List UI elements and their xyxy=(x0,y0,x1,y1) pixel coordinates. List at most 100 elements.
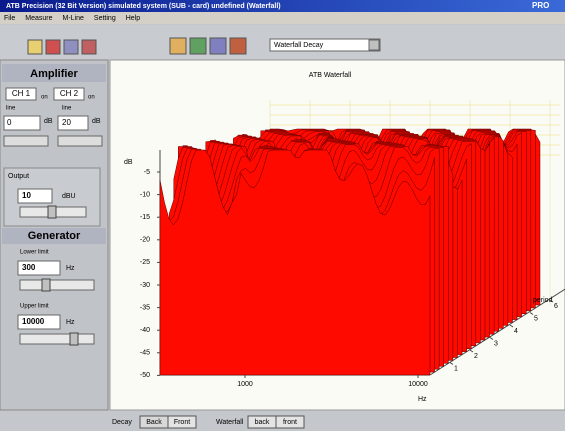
ch2-state: on xyxy=(88,95,95,101)
menu-bg xyxy=(0,12,565,24)
tool-button[interactable] xyxy=(229,37,247,55)
footer: Decay Back Front Waterfall back front xyxy=(108,411,565,431)
select-arrow[interactable] xyxy=(368,39,380,51)
ch2-label: CH 2 xyxy=(60,89,79,98)
y-tick-label: -20 xyxy=(140,237,150,244)
ch2-gain-field[interactable] xyxy=(57,115,89,131)
decay-front-label: Front xyxy=(174,419,190,426)
y-tick-label: -45 xyxy=(140,350,150,357)
menu-bar: File Measure M-Line Setting Help xyxy=(0,12,565,24)
ch1-state: on xyxy=(41,95,48,101)
lower-limit-value: 300 xyxy=(22,263,36,272)
ch2-mode: line xyxy=(62,106,72,112)
tool-button[interactable] xyxy=(81,39,97,55)
ch2-gain-unit: dB xyxy=(92,118,101,125)
waterfall-front-button[interactable] xyxy=(275,415,305,429)
z-tick-label: 4 xyxy=(514,328,518,335)
upper-limit-slider[interactable] xyxy=(19,333,95,345)
output-label: Output xyxy=(8,173,29,180)
z-tick xyxy=(489,337,494,340)
ch1-button[interactable] xyxy=(5,87,37,101)
z-axis-label: period xyxy=(533,297,553,304)
plot-title: ATB Waterfall xyxy=(309,72,352,79)
menu-item[interactable]: Help xyxy=(126,15,141,22)
tool-button[interactable] xyxy=(209,37,227,55)
z-tick xyxy=(469,349,474,353)
z-tick-label: 6 xyxy=(554,303,558,310)
y-tick-label: -25 xyxy=(140,259,150,266)
upper-limit-field[interactable] xyxy=(17,314,61,330)
z-tick xyxy=(509,324,514,328)
y-axis-label: dB xyxy=(124,159,133,166)
window-title: ATB Precision (32 Bit Version) simulated… xyxy=(6,3,281,10)
lower-limit-slider[interactable] xyxy=(19,279,95,291)
y-tick-label: -30 xyxy=(140,282,150,289)
y-tick-label: -5 xyxy=(144,169,150,176)
tool-button[interactable] xyxy=(27,39,43,55)
output-value: 10 xyxy=(22,191,31,200)
badge: PRO xyxy=(532,1,549,10)
output-field[interactable] xyxy=(17,188,53,204)
tool-button[interactable] xyxy=(63,39,79,55)
menu-item[interactable]: Measure xyxy=(25,15,52,22)
decay-label: Decay xyxy=(112,419,132,426)
menu-item[interactable]: File xyxy=(4,15,15,22)
decay-back-label: Back xyxy=(146,419,162,426)
ch2-button[interactable] xyxy=(53,87,85,101)
z-tick xyxy=(449,362,454,365)
title-bar xyxy=(0,0,565,12)
tool-button[interactable] xyxy=(189,37,207,55)
y-tick-label: -40 xyxy=(140,327,150,334)
view-select-value: Waterfall Decay xyxy=(274,42,324,49)
spin-buttons[interactable] xyxy=(3,135,49,147)
view-select[interactable] xyxy=(269,38,381,52)
waterfall-slice xyxy=(159,149,431,376)
slider-thumb[interactable] xyxy=(41,278,51,292)
x-tick-label: 10000 xyxy=(408,381,428,388)
upper-limit-unit: Hz xyxy=(66,319,75,326)
section-header xyxy=(2,228,106,244)
slider-thumb[interactable] xyxy=(69,332,79,346)
z-tick-label: 1 xyxy=(454,365,458,372)
section-header xyxy=(2,64,106,82)
ch1-gain-field[interactable] xyxy=(3,115,41,131)
lower-limit-unit: Hz xyxy=(66,265,75,272)
ch1-gain-unit: dB xyxy=(44,118,53,125)
ch1-label: CH 1 xyxy=(12,89,31,98)
waterfall-label: Waterfall xyxy=(216,419,244,426)
output-unit: dBU xyxy=(62,193,76,200)
ch2-gain: 20 xyxy=(62,118,71,127)
menu-item[interactable]: Setting xyxy=(94,15,116,22)
spin-buttons[interactable] xyxy=(57,135,103,147)
x-axis-label: Hz xyxy=(418,396,427,403)
decay-front-button[interactable] xyxy=(167,415,197,429)
z-tick-label: 5 xyxy=(534,315,538,322)
tool-button[interactable] xyxy=(169,37,187,55)
amplifier-heading: Amplifier xyxy=(30,68,78,80)
y-tick-label: -15 xyxy=(140,214,150,221)
waterfall: -5 -10 -15 -20 -25 -30 -35 -40 -45 -50 1000 10000 1 2… xyxy=(140,100,565,388)
z-tick xyxy=(549,299,554,303)
y-tick-label: -10 xyxy=(140,191,150,198)
footer-bg xyxy=(108,411,565,431)
side-panel: Amplifier CH 1 on CH 2 on line line 0 dB… xyxy=(0,59,109,411)
ch1-gain: 0 xyxy=(7,118,12,127)
ch1-mode: line xyxy=(6,106,16,112)
menu-item[interactable]: M-Line xyxy=(63,15,85,22)
waterfall-back-label: back xyxy=(255,419,270,426)
z-tick xyxy=(529,312,534,315)
z-tick-label: 3 xyxy=(494,340,498,347)
slider-thumb[interactable] xyxy=(47,205,57,219)
lower-limit-label: Lower limit xyxy=(20,250,49,256)
upper-limit-label: Upper limit xyxy=(20,304,49,310)
z-tick-label: 2 xyxy=(474,353,478,360)
y-tick-label: -35 xyxy=(140,304,150,311)
toolbar: Waterfall Decay xyxy=(0,25,565,59)
tool-button[interactable] xyxy=(45,39,61,55)
waterfall-front-label: front xyxy=(283,419,297,426)
upper-limit-value: 10000 xyxy=(22,317,45,326)
generator-heading: Generator xyxy=(28,230,81,242)
lower-limit-field[interactable] xyxy=(17,260,61,276)
